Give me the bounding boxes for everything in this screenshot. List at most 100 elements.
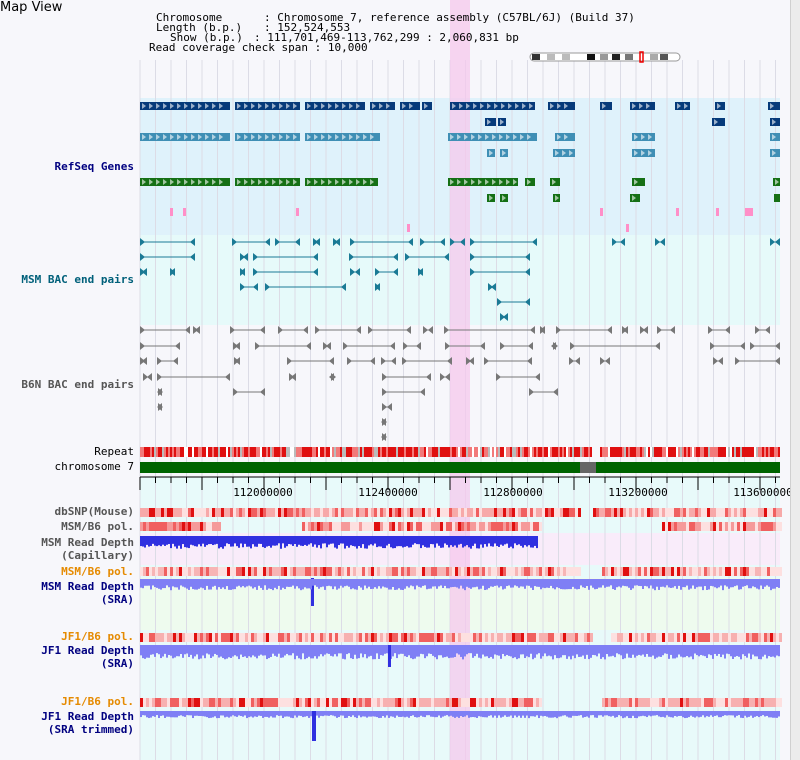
repeat-segment [462,447,464,457]
depth-spike [388,645,391,667]
repeat-segment [572,447,574,457]
depth-bar [618,645,620,655]
heat-cell [341,567,344,576]
heat-cell [425,522,428,531]
heat-cell [494,567,497,576]
heat-cell [158,698,161,707]
depth-bar [238,579,240,586]
depth-bar [242,579,244,587]
gene-arrow [424,103,428,109]
depth-bar [450,536,452,546]
heat-cell [452,508,455,517]
heat-cell [641,567,644,576]
depth-bar [606,711,608,716]
bac-end-marker [503,313,508,321]
depth-bar [270,711,272,717]
heat-cell [428,522,431,531]
heat-cell [530,633,533,642]
bac-end-marker [655,342,660,350]
depth-bar [656,579,658,587]
depth-bar [206,645,208,654]
depth-bar [366,645,368,659]
depth-bar [346,579,348,586]
depth-bar [476,579,478,587]
track-label-jf1-b6-pol-sra[interactable]: JF1/B6 pol. [61,630,134,643]
depth-bar [472,711,474,718]
track-label-msm-b6-pol-capillary[interactable]: MSM/B6 pol. [61,520,134,533]
gene-arrow [177,179,181,185]
repeat-segment [326,447,328,457]
repeat-segment [616,447,618,457]
track-label-msm-b6-pol-sra[interactable]: MSM/B6 pol. [61,565,134,578]
gene-arrow [184,103,188,109]
track-label-repeat[interactable]: Repeat [94,445,134,458]
depth-bar [496,711,498,718]
track-label-b6n-bac[interactable]: B6N BAC end pairs [21,378,134,391]
length-value: 152,524,553 [277,21,351,34]
track-label-dbsnp[interactable]: dbSNP(Mouse) [54,505,134,518]
depth-bar [724,645,726,659]
depth-bar [728,711,730,716]
heat-cell [344,508,347,517]
depth-bar [366,711,368,718]
heat-cell [179,633,182,642]
heat-cell [191,567,194,576]
depth-bar [720,579,722,586]
track-label-chromosome[interactable]: chromosome 7 [54,460,134,473]
heat-cell [713,522,716,531]
depth-bar [532,579,534,590]
heat-cell [611,698,614,707]
repeat-segment [352,447,354,457]
heat-cell [341,633,344,642]
depth-bar [750,579,752,589]
bac-end-marker [440,238,445,246]
bac-end-marker [157,403,162,411]
repeat-segment [534,447,536,457]
bac-end-marker [484,357,489,365]
vertical-scrollbar[interactable] [790,0,800,760]
bac-end-marker [313,268,318,276]
depth-bar [254,711,256,717]
bac-end-marker [444,253,449,261]
heat-cell [503,522,506,531]
depth-bar [242,536,244,548]
depth-bar [730,711,732,716]
heat-cell [260,508,263,517]
heat-cell [692,508,695,517]
track-label-jf1-depth-sra[interactable]: JF1 Read Depth [41,644,134,657]
heat-cell [506,508,509,517]
heat-cell [752,698,755,707]
bac-end-marker [147,373,152,381]
depth-bar [152,711,154,717]
heat-cell [659,633,662,642]
repeat-segment [618,447,620,457]
track-label-refseq[interactable]: RefSeq Genes [54,160,134,173]
heat-cell [365,522,368,531]
track-label-msm-bac[interactable]: MSM BAC end pairs [21,273,134,286]
heat-cell [191,698,194,707]
depth-bar [742,579,744,587]
repeat-segment [404,447,406,457]
heat-cell [362,698,365,707]
bac-end-marker [500,342,505,350]
depth-bar [150,579,152,590]
heat-cell [530,698,533,707]
heat-cell [521,633,524,642]
depth-bar [332,711,334,716]
track-label-jf1-b6-pol-trimmed[interactable]: JF1/B6 pol. [61,695,134,708]
ideogram-band [600,54,608,60]
heat-cell [533,698,536,707]
repeat-segment [730,447,732,457]
gene-arrow [142,134,146,140]
track-label-msm-depth-sra[interactable]: MSM Read Depth [41,580,134,593]
heat-cell [371,522,374,531]
track-label-msm-depth-capillary[interactable]: MSM Read Depth [41,536,134,549]
depth-bar [428,536,430,548]
depth-bar [622,579,624,586]
depth-bar [366,579,368,589]
depth-bar [480,579,482,589]
depth-bar [270,579,272,589]
depth-bar [754,579,756,588]
track-label-jf1-depth-trimmed[interactable]: JF1 Read Depth [41,710,134,723]
